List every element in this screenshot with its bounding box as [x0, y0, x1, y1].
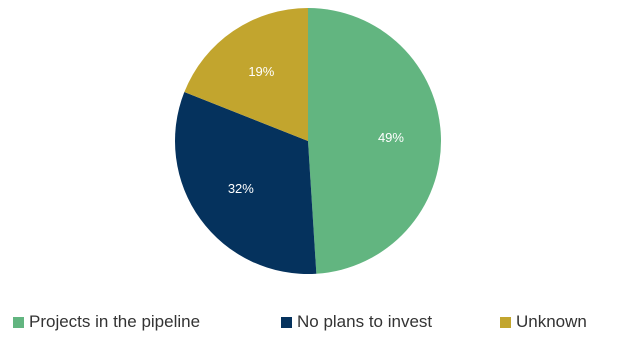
legend-label-projects-in-the-pipeline: Projects in the pipeline [29, 312, 201, 331]
data-label-no-plans-to-invest: 32% [228, 181, 254, 196]
legend-item-projects-in-the-pipeline: Projects in the pipeline [13, 312, 200, 332]
legend-label-no-plans-to-invest: No plans to invest [297, 312, 433, 331]
legend-label-unknown: Unknown [516, 312, 587, 331]
data-label-projects-in-the-pipeline: 49% [378, 130, 404, 145]
pie-chart: 49% 32% 19% [175, 8, 441, 275]
legend-swatch-unknown [500, 316, 511, 328]
pie-slice-unknown [184, 8, 308, 141]
pie-chart-svg: 49% 32% 19% [175, 8, 441, 275]
data-label-unknown: 19% [248, 64, 274, 79]
legend-item-no-plans-to-invest: No plans to invest [281, 312, 432, 332]
legend: Projects in the pipeline No plans to inv… [0, 312, 619, 336]
pie-slice-no-plans-to-invest [175, 92, 317, 275]
legend-swatch-projects-in-the-pipeline [13, 316, 24, 328]
legend-item-unknown: Unknown [500, 312, 587, 332]
pie-slice-projects-in-the-pipeline [308, 8, 441, 274]
legend-swatch-no-plans-to-invest [281, 316, 292, 328]
